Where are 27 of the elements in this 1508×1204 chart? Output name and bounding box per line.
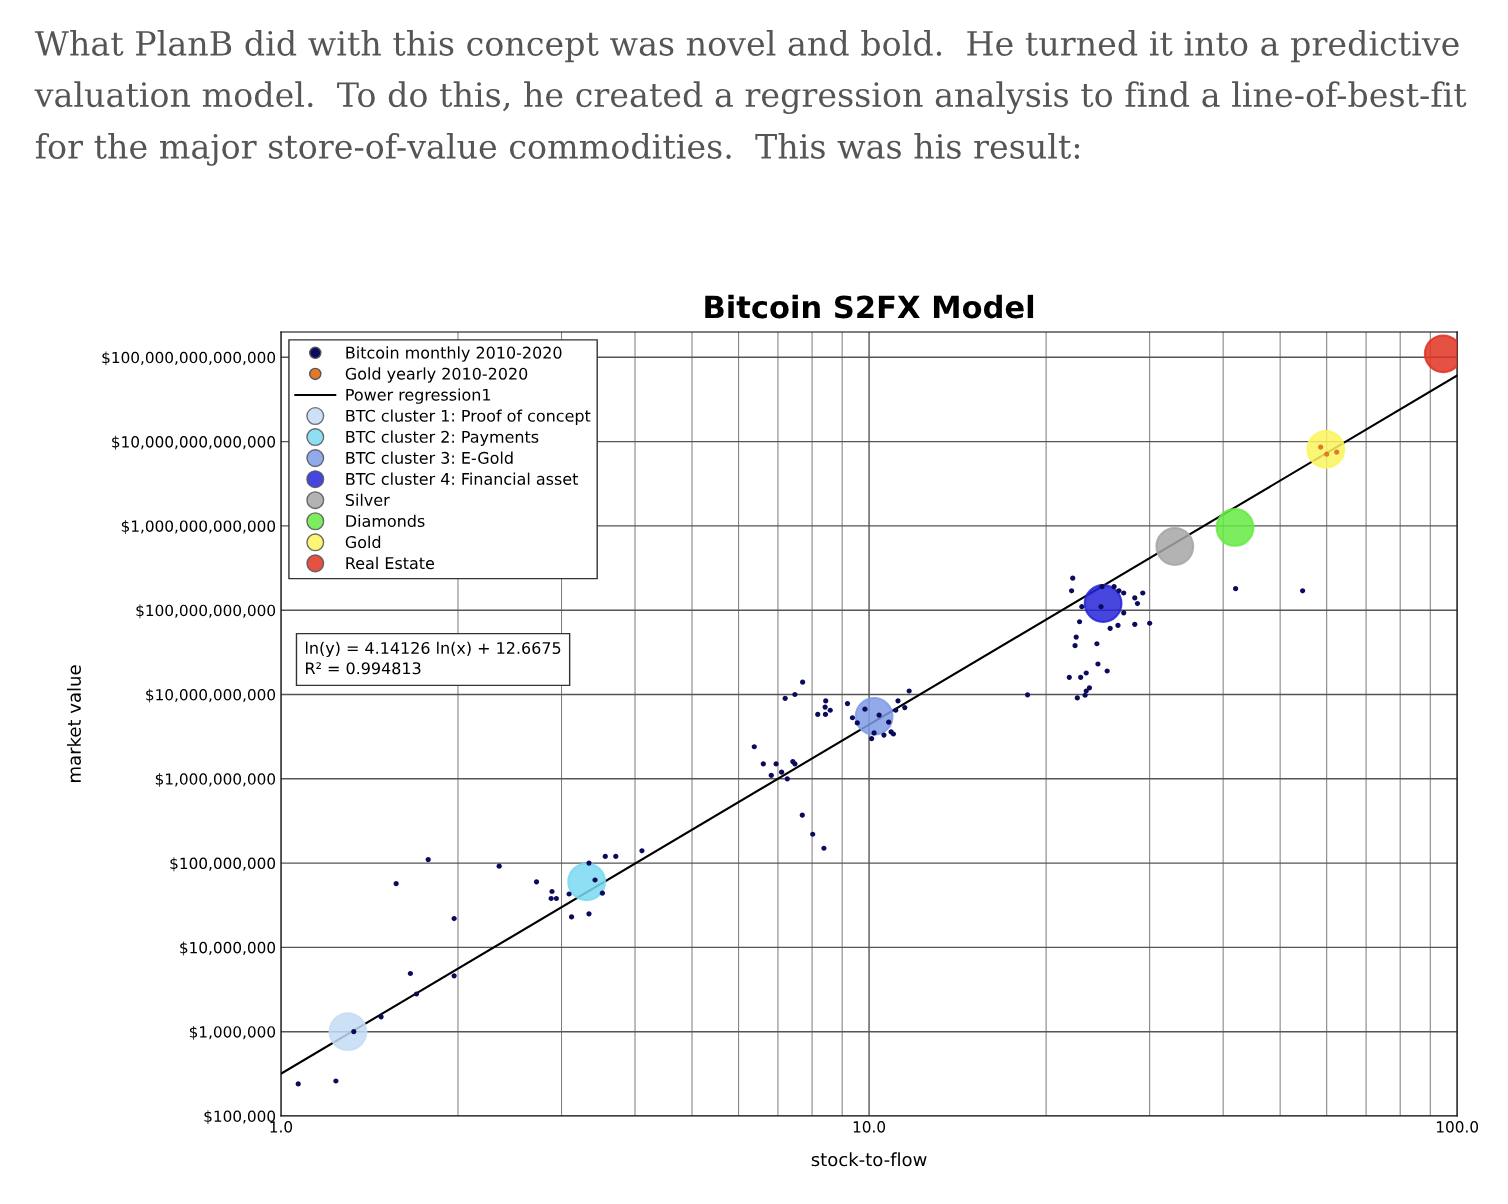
legend-label: Power regression1 bbox=[346, 388, 491, 404]
y-tick-label: $10,000,000,000 bbox=[146, 688, 276, 703]
legend-label: Gold yearly 2010-2020 bbox=[345, 367, 528, 383]
chart-title: Bitcoin S2FX Model bbox=[705, 294, 1034, 319]
y-tick-label: $10,000,000 bbox=[180, 941, 276, 956]
y-axis-title: market value bbox=[66, 665, 81, 782]
y-tick-label: $100,000,000 bbox=[170, 857, 276, 872]
legend-label: Bitcoin monthly 2010-2020 bbox=[346, 346, 562, 362]
y-tick-label: $100,000,000,000 bbox=[136, 604, 276, 619]
legend-label: Silver bbox=[345, 493, 390, 507]
legend-label: BTC cluster 3: E-Gold bbox=[346, 451, 513, 464]
legend-label: BTC cluster 4: Financial asset bbox=[346, 472, 579, 485]
legend-label: Real Estate bbox=[346, 556, 435, 570]
x-tick-label: 10.0 bbox=[853, 1121, 886, 1133]
legend-label: Gold bbox=[345, 535, 381, 549]
y-tick-label: $100,000,000,000,000 bbox=[102, 351, 276, 366]
annotation: ln(y) = 4.14126 ln(x) + 12.6675 R² = 0.994813 bbox=[305, 641, 561, 675]
x-tick-label: 100.0 bbox=[1436, 1121, 1479, 1133]
y-tick-label: $1,000,000,000,000 bbox=[121, 520, 276, 534]
y-tick-label: $10,000,000,000,000 bbox=[112, 435, 276, 450]
x-axis-title: stock-to-flow bbox=[811, 1152, 927, 1167]
y-tick-label: $1,000,000,000 bbox=[155, 773, 276, 787]
legend-label: Diamonds bbox=[346, 514, 425, 528]
legend-label: BTC cluster 2: Payments bbox=[346, 430, 539, 446]
legend-label: BTC cluster 1: Proof of concept bbox=[346, 409, 591, 425]
chart-subtitle: What PlanB did with this concept was novel and bold. He turned it into a predictive valuation model. To do this, he created a regression analysis to find a line-of-best-fit for the major store-of-value commodities. This was his result: bbox=[34, 30, 1467, 166]
y-tick-label: $1,000,000 bbox=[189, 1025, 276, 1040]
